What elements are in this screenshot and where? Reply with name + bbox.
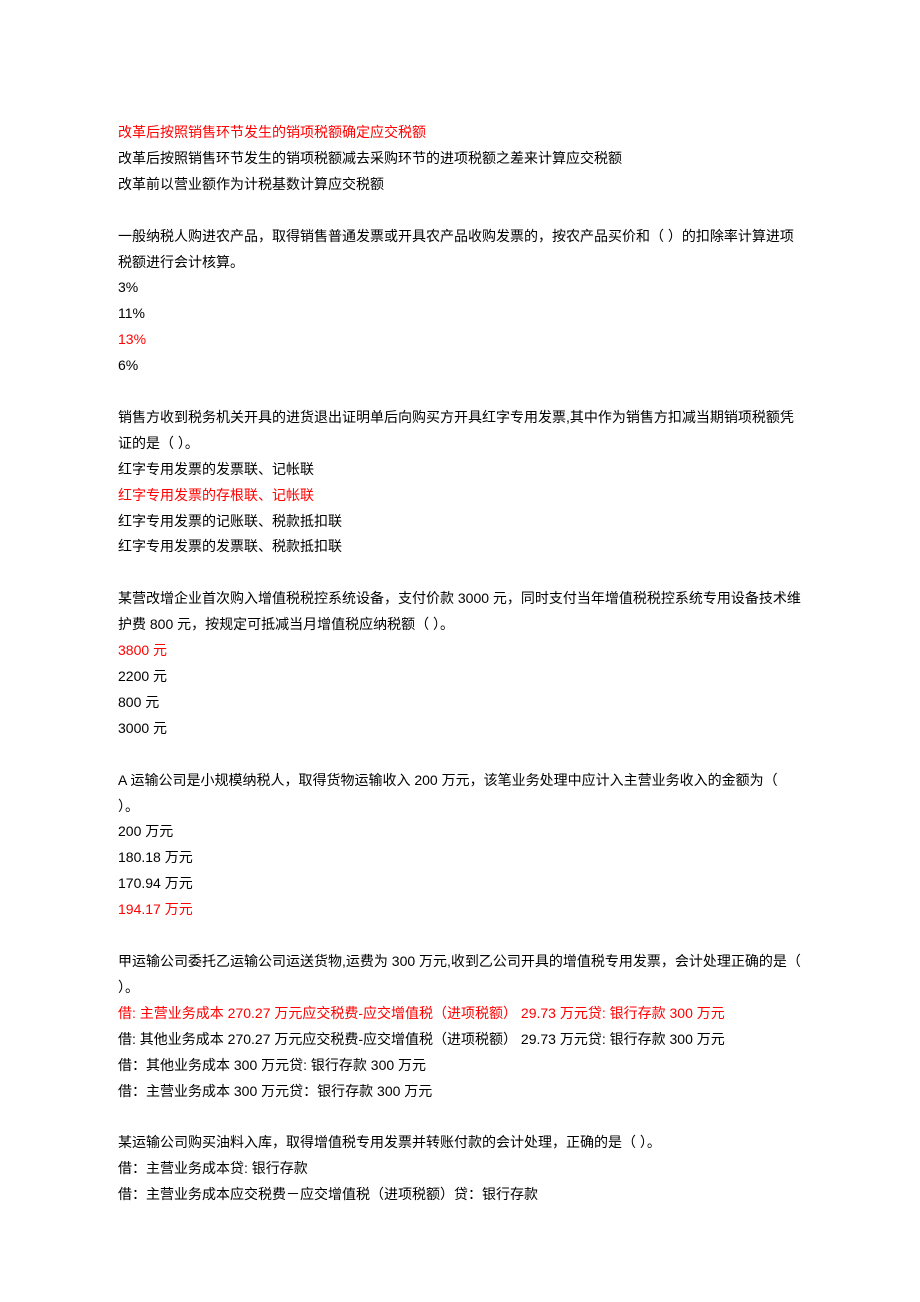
text-line: 200 万元 [118,819,802,845]
text-line: 红字专用发票的发票联、记帐联 [118,457,802,483]
text-line: 3000 元 [118,716,802,742]
text-line: 一般纳税人购进农产品，取得销售普通发票或开具农产品收购发票的，按农产品买价和（ … [118,224,802,276]
text-line: 180.18 万元 [118,845,802,871]
text-line: 800 元 [118,690,802,716]
question-block: 甲运输公司委托乙运输公司运送货物,运费为 300 万元,收到乙公司开具的增值税专… [118,949,802,1104]
text-line: 6% [118,353,802,379]
text-line: 借：主营业务成本 300 万元贷：银行存款 300 万元 [118,1079,802,1105]
text-line: 红字专用发票的存根联、记帐联 [118,483,802,509]
text-line: 销售方收到税务机关开具的进货退出证明单后向购买方开具红字专用发票,其中作为销售方… [118,405,802,457]
text-line: 3% [118,275,802,301]
question-block: 某运输公司购买油料入库，取得增值税专用发票并转账付款的会计处理，正确的是（ ）。… [118,1130,802,1208]
text-line: 甲运输公司委托乙运输公司运送货物,运费为 300 万元,收到乙公司开具的增值税专… [118,949,802,1001]
text-line: 红字专用发票的发票联、税款抵扣联 [118,534,802,560]
question-block: 一般纳税人购进农产品，取得销售普通发票或开具农产品收购发票的，按农产品买价和（ … [118,224,802,379]
text-line: 改革后按照销售环节发生的销项税额减去采购环节的进项税额之差来计算应交税额 [118,146,802,172]
question-block: A 运输公司是小规模纳税人，取得货物运输收入 200 万元，该笔业务处理中应计入… [118,768,802,923]
text-line: 某运输公司购买油料入库，取得增值税专用发票并转账付款的会计处理，正确的是（ ）。 [118,1130,802,1156]
text-line: A 运输公司是小规模纳税人，取得货物运输收入 200 万元，该笔业务处理中应计入… [118,768,802,820]
text-line: 2200 元 [118,664,802,690]
text-line: 借：其他业务成本 300 万元贷: 银行存款 300 万元 [118,1053,802,1079]
text-line: 借：主营业务成本应交税费－应交增值税（进项税额）贷：银行存款 [118,1182,802,1208]
text-line: 改革后按照销售环节发生的销项税额确定应交税额 [118,120,802,146]
text-line: 11% [118,301,802,327]
text-line: 13% [118,327,802,353]
text-line: 借：主营业务成本贷: 银行存款 [118,1156,802,1182]
text-line: 借: 主营业务成本 270.27 万元应交税费-应交增值税（进项税额） 29.7… [118,1001,802,1027]
question-block: 改革后按照销售环节发生的销项税额确定应交税额改革后按照销售环节发生的销项税额减去… [118,120,802,198]
question-block: 某营改增企业首次购入增值税税控系统设备，支付价款 3000 元，同时支付当年增值… [118,586,802,741]
text-line: 借: 其他业务成本 270.27 万元应交税费-应交增值税（进项税额） 29.7… [118,1027,802,1053]
text-line: 170.94 万元 [118,871,802,897]
text-line: 红字专用发票的记账联、税款抵扣联 [118,509,802,535]
text-line: 194.17 万元 [118,897,802,923]
text-line: 改革前以营业额作为计税基数计算应交税额 [118,172,802,198]
text-line: 3800 元 [118,638,802,664]
document-body: 改革后按照销售环节发生的销项税额确定应交税额改革后按照销售环节发生的销项税额减去… [118,120,802,1208]
question-block: 销售方收到税务机关开具的进货退出证明单后向购买方开具红字专用发票,其中作为销售方… [118,405,802,560]
text-line: 某营改增企业首次购入增值税税控系统设备，支付价款 3000 元，同时支付当年增值… [118,586,802,638]
